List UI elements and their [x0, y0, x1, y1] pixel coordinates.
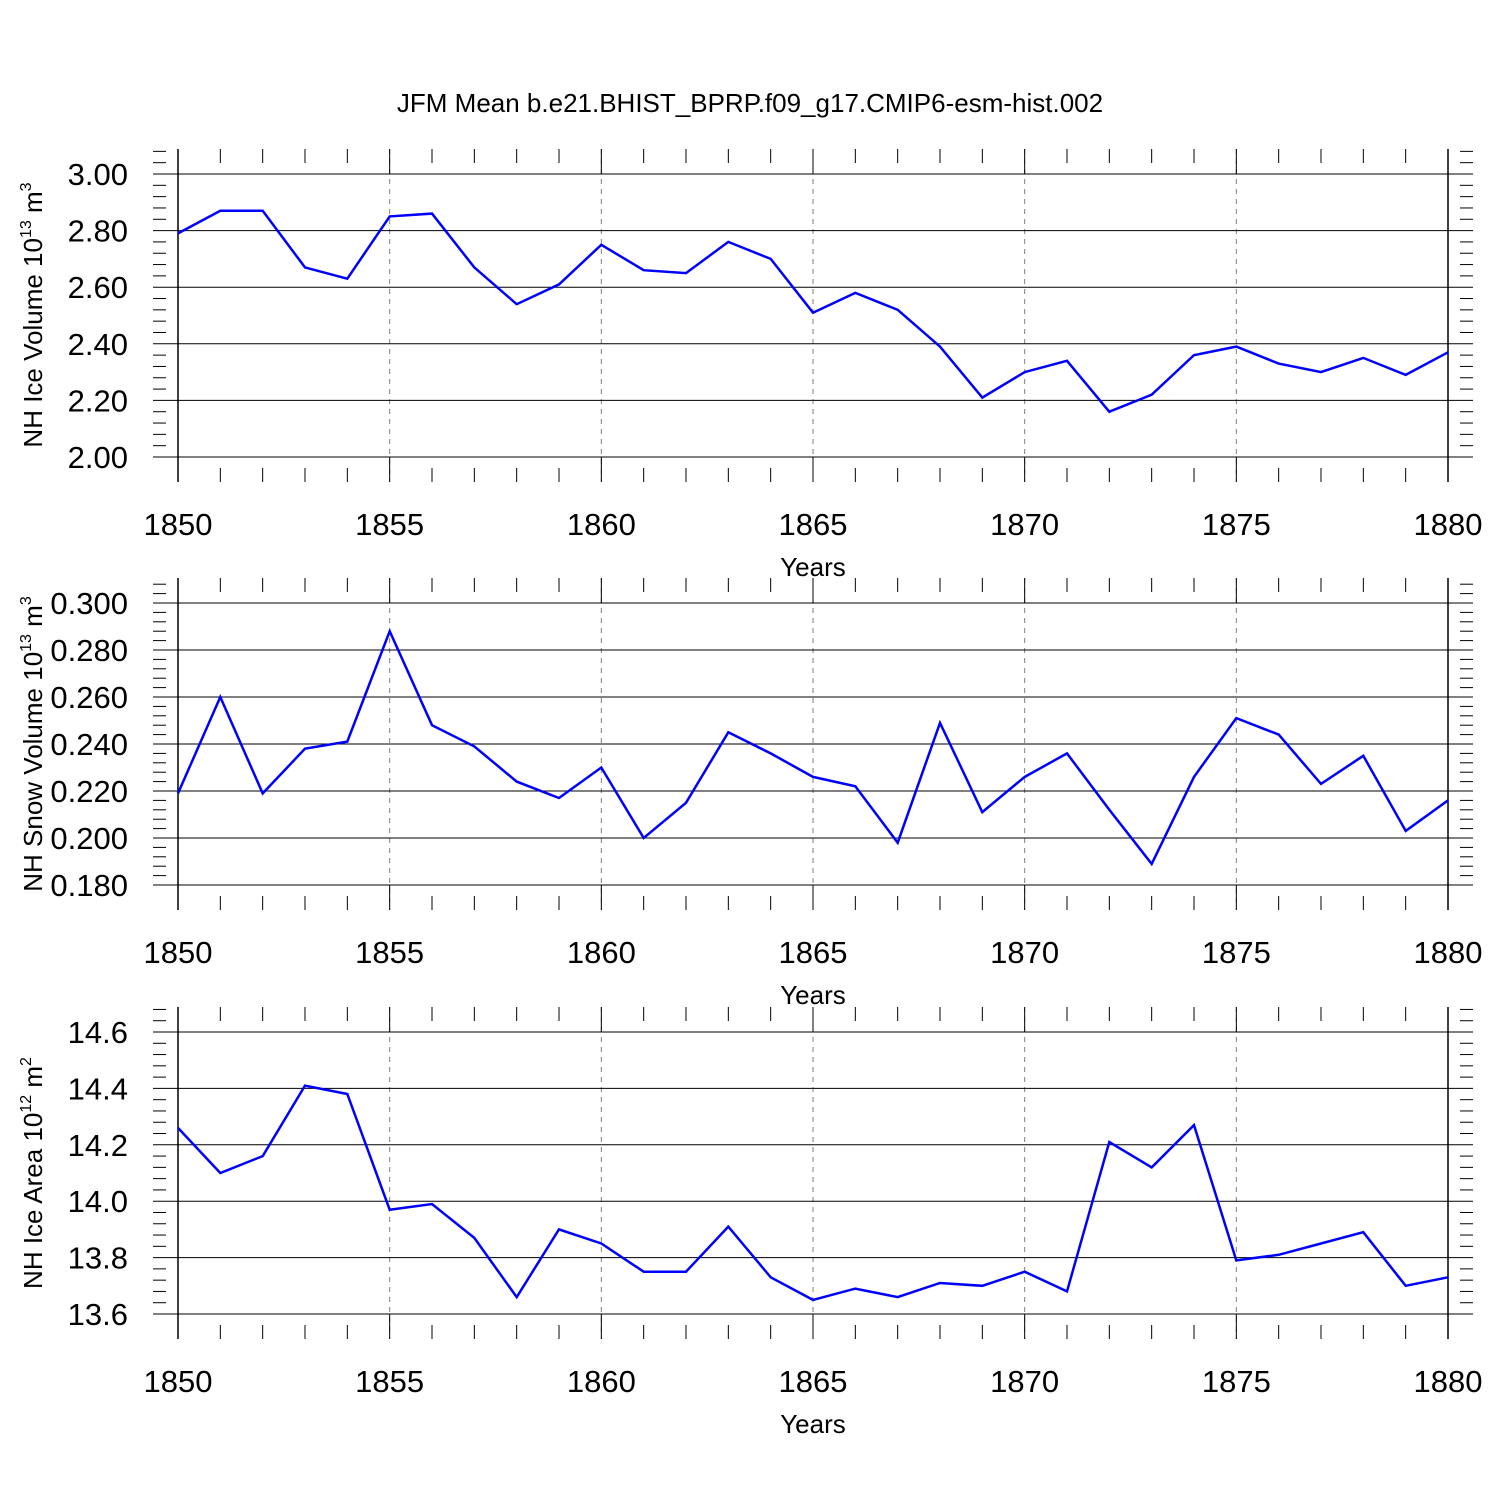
x-tick-label: 1860: [567, 507, 636, 542]
x-tick-label: 1860: [567, 935, 636, 970]
x-tick-label: 1880: [1414, 935, 1483, 970]
y-tick-label: 14.0: [68, 1184, 128, 1219]
y-tick-label: 2.80: [68, 214, 128, 249]
y-tick-label: 2.00: [68, 440, 128, 475]
y-axis-label: NH Ice Volume 1013 m3: [18, 182, 48, 447]
x-tick-label: 1850: [144, 935, 213, 970]
x-tick-label: 1875: [1202, 935, 1271, 970]
x-axis-label: Years: [780, 552, 846, 582]
x-axis-label: Years: [780, 1409, 846, 1439]
y-tick-label: 2.40: [68, 327, 128, 362]
y-tick-label: 0.260: [50, 680, 128, 715]
y-tick-label: 13.6: [68, 1297, 128, 1332]
x-tick-label: 1875: [1202, 507, 1271, 542]
x-tick-label: 1880: [1414, 507, 1483, 542]
x-tick-label: 1865: [779, 507, 848, 542]
y-axis-label: NH Snow Volume 1013 m3: [18, 596, 48, 892]
x-tick-label: 1855: [355, 1364, 424, 1399]
y-axis-label: NH Ice Area 1012 m2: [18, 1057, 48, 1289]
y-tick-label: 0.280: [50, 633, 128, 668]
x-tick-label: 1855: [355, 935, 424, 970]
panel-ice-area: 13.6 13.8 14.0 14.2 14.4 14.6 1850 1855 1860 1865…: [18, 1007, 1482, 1439]
panel-ice-volume: 2.00 2.20 2.40 2.60 2.80 3.00 1850 1855 1860 1865…: [18, 149, 1482, 582]
x-tick-label: 1880: [1414, 1364, 1483, 1399]
y-tick-label: 0.180: [50, 868, 128, 903]
x-tick-label: 1865: [779, 935, 848, 970]
x-axis-label: Years: [780, 980, 846, 1010]
y-tick-label: 13.8: [68, 1241, 128, 1276]
x-tick-label: 1870: [990, 507, 1059, 542]
x-tick-label: 1875: [1202, 1364, 1271, 1399]
y-tick-label: 14.6: [68, 1015, 128, 1050]
x-tick-label: 1865: [779, 1364, 848, 1399]
y-tick-label: 2.60: [68, 270, 128, 305]
y-tick-label: 0.240: [50, 727, 128, 762]
y-tick-label: 2.20: [68, 383, 128, 418]
y-tick-label: 0.300: [50, 586, 128, 621]
x-tick-label: 1870: [990, 935, 1059, 970]
x-tick-label: 1870: [990, 1364, 1059, 1399]
x-tick-label: 1860: [567, 1364, 636, 1399]
panel-snow-volume: 0.180 0.200 0.220 0.240 0.260 0.280 0.300 1850 1…: [18, 578, 1482, 1010]
y-tick-label: 14.4: [68, 1071, 128, 1106]
x-tick-label: 1855: [355, 507, 424, 542]
y-tick-label: 3.00: [68, 157, 128, 192]
y-tick-label: 0.220: [50, 774, 128, 809]
y-tick-label: 0.200: [50, 821, 128, 856]
chart-title: JFM Mean b.e21.BHIST_BPRP.f09_g17.CMIP6-…: [397, 88, 1103, 118]
x-tick-label: 1850: [144, 507, 213, 542]
x-tick-label: 1850: [144, 1364, 213, 1399]
y-tick-label: 14.2: [68, 1128, 128, 1163]
